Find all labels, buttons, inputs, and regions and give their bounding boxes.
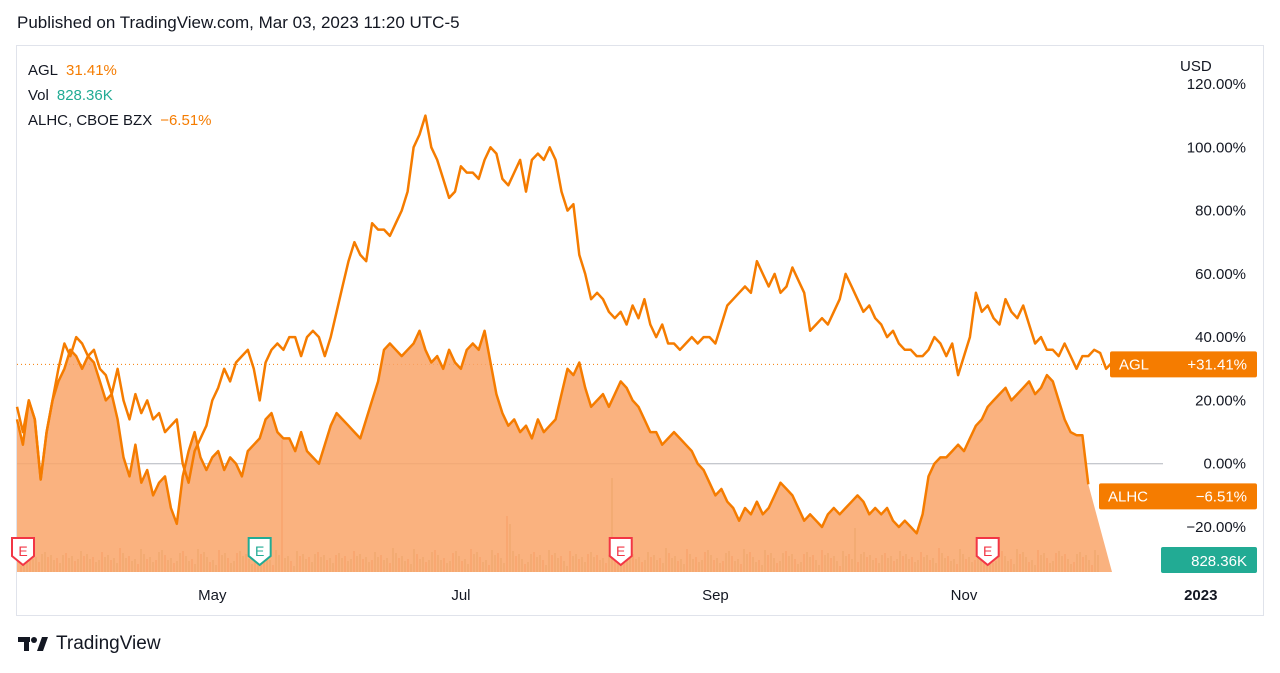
earnings-badge-label: E <box>983 543 992 559</box>
legend: AGL 31.41% Vol 828.36K ALHC, CBOE BZX −6.51… <box>28 58 212 133</box>
volume-badge-value: 828.36K <box>1191 553 1247 570</box>
x-tick-label: May <box>198 587 227 604</box>
legend-vol-label: Vol <box>28 87 49 104</box>
x-tick-label: 2023 <box>1184 587 1217 604</box>
y-tick-label: −20.00% <box>1186 519 1246 536</box>
x-axis: MayJulSepNov2023Mar <box>198 587 1217 604</box>
brand-name: TradingView <box>56 633 161 654</box>
legend-alhc-symbol: ALHC, CBOE BZX <box>28 112 153 129</box>
chart-frame[interactable] <box>16 45 1264 616</box>
legend-row-agl[interactable]: AGL 31.41% <box>28 58 212 83</box>
y-tick-label: 0.00% <box>1203 456 1246 473</box>
legend-row-vol[interactable]: Vol 828.36K <box>28 83 212 108</box>
price-badge-alhc: ALHC −6.51% <box>1099 483 1257 510</box>
legend-agl-value: 31.41% <box>66 62 117 79</box>
price-badge-name: AGL <box>1119 356 1149 373</box>
agl-line <box>15 114 1113 484</box>
legend-agl-symbol: AGL <box>28 62 59 79</box>
y-tick-label: 120.00% <box>1187 76 1246 93</box>
published-caption: Published on TradingView.com, Mar 03, 20… <box>17 13 460 32</box>
footer-brand[interactable]: TradingView <box>18 633 161 655</box>
alhc-area <box>17 330 1112 572</box>
x-tick-label: Sep <box>702 587 729 604</box>
legend-vol-value: 828.36K <box>56 87 113 104</box>
y-tick-label: 100.00% <box>1187 139 1246 156</box>
y-tick-label: 80.00% <box>1195 203 1246 220</box>
earnings-badge-label: E <box>255 543 264 559</box>
earnings-badge-shape <box>247 537 272 567</box>
price-badge-bg <box>1099 483 1257 510</box>
currency-label: USD <box>1180 58 1212 75</box>
earnings-badge-shape <box>608 537 633 567</box>
legend-row-alhc[interactable]: ALHC, CBOE BZX −6.51% <box>28 108 212 133</box>
price-badge-bg <box>1110 351 1257 378</box>
earnings-marker[interactable]: E <box>247 537 272 567</box>
earnings-marker[interactable]: E <box>608 537 633 567</box>
earnings-badge-shape <box>975 537 1000 567</box>
earnings-marker[interactable]: E <box>975 537 1000 567</box>
x-tick-label: Nov <box>951 587 978 604</box>
series-layer <box>15 114 1113 572</box>
volume-badge-bg <box>1161 547 1257 573</box>
legend-alhc-value: −6.51% <box>160 112 212 129</box>
price-badge-value: −6.51% <box>1196 488 1247 505</box>
earnings-marker[interactable]: E <box>11 537 35 567</box>
price-badge-value: +31.41% <box>1187 356 1247 373</box>
price-badges: AGL +31.41% ALHC −6.51% 828.36K <box>1099 351 1257 573</box>
y-tick-label: 60.00% <box>1195 266 1246 283</box>
x-tick-label: Jul <box>451 587 470 604</box>
price-badge-name: ALHC <box>1108 488 1148 505</box>
y-axis: USD 120.00% 100.00% 80.00% 60.00% 40.00% 20.0… <box>1180 58 1246 536</box>
earnings-badge-label: E <box>616 543 625 559</box>
volume-badge: 828.36K <box>1161 547 1257 573</box>
y-tick-label: 20.00% <box>1195 392 1246 409</box>
earnings-markers[interactable]: EEEEE <box>11 537 1280 567</box>
earnings-badge-shape <box>11 537 35 567</box>
alhc-line <box>15 329 1090 535</box>
price-badge-agl: AGL +31.41% <box>1110 351 1257 378</box>
tradingview-logo-icon <box>18 637 48 651</box>
y-tick-label: 40.00% <box>1195 329 1246 346</box>
earnings-badge-label: E <box>18 543 27 559</box>
